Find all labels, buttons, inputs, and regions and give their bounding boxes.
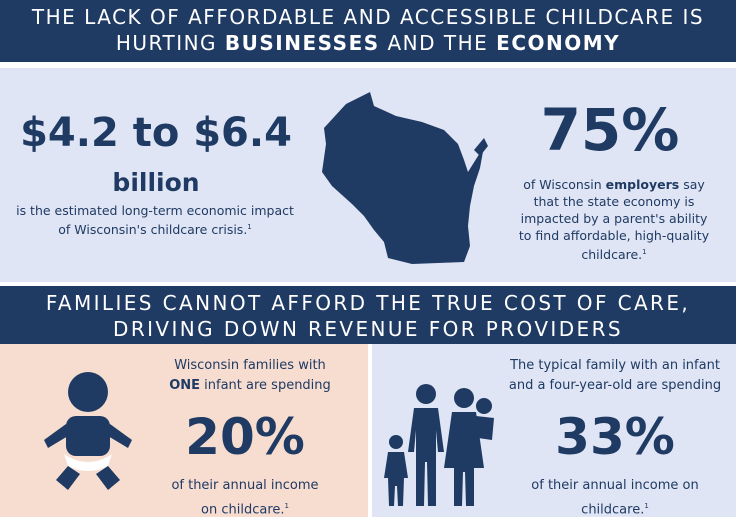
impact-value: $4.2 to $6.4 <box>20 110 292 156</box>
top-banner-bold-businesses: BUSINESSES <box>224 31 380 55</box>
employer-description: of Wisconsin employers say that the stat… <box>508 176 720 263</box>
employer-value: 75% <box>540 96 680 164</box>
impact-desc-text: of Wisconsin's childcare crisis. <box>58 222 248 238</box>
family-panel: The typical family with an infant and a … <box>372 344 736 517</box>
impact-desc-line2: of Wisconsin's childcare crisis.1 <box>0 219 310 238</box>
employer-bold: employers <box>605 177 680 192</box>
top-banner-text-a: HURTING <box>115 31 225 55</box>
middle-banner-line1: FAMILIES CANNOT AFFORD THE TRUE COST OF … <box>45 291 691 315</box>
infant-outro-line2: on childcare.1 <box>150 496 340 520</box>
footnote-marker: 1 <box>284 502 289 510</box>
impact-unit: billion <box>112 168 200 197</box>
family-icon <box>384 384 494 506</box>
employer-desc-line1: of Wisconsin employers say <box>508 176 720 193</box>
infant-intro: Wisconsin families with ONE infant are s… <box>150 356 350 396</box>
footnote-marker: 1 <box>247 223 252 231</box>
employer-desc-text: of Wisconsin <box>523 177 606 192</box>
top-banner-text-b: AND THE <box>379 31 497 55</box>
family-value: 33% <box>555 408 675 466</box>
infant-intro-text: infant are spending <box>200 378 331 393</box>
top-banner: THE LACK OF AFFORDABLE AND ACCESSIBLE CH… <box>0 0 736 62</box>
infant-intro-line2: ONE infant are spending <box>150 376 350 396</box>
family-outro-line1: of their annual income on <box>531 478 699 493</box>
employer-desc-line3: impacted by a parent's ability <box>520 211 708 226</box>
family-outro: of their annual income on childcare.1 <box>510 476 720 520</box>
employer-desc-line4: to find affordable, high-quality <box>518 228 710 243</box>
footnote-marker: 1 <box>644 502 649 510</box>
infant-intro-line1: Wisconsin families with <box>174 358 326 373</box>
employer-desc-text-5: childcare. <box>581 247 643 263</box>
economy-panel: $4.2 to $6.4 billion is the estimated lo… <box>0 62 736 286</box>
infant-panel: Wisconsin families with ONE infant are s… <box>0 344 368 517</box>
family-outro-line2: childcare.1 <box>510 496 720 520</box>
employer-desc-line5: childcare.1 <box>508 244 720 263</box>
infant-outro-line1: of their annual income <box>171 478 319 493</box>
top-banner-line2: HURTING BUSINESSES AND THE ECONOMY <box>0 30 736 56</box>
panel-border <box>0 62 736 286</box>
family-outro-text: childcare. <box>581 502 645 518</box>
middle-banner-line2: DRIVING DOWN REVENUE FOR PROVIDERS <box>113 317 623 341</box>
top-banner-bold-economy: ECONOMY <box>496 31 621 55</box>
family-intro: The typical family with an infant and a … <box>500 356 730 396</box>
panel-divider <box>368 344 372 517</box>
family-intro-line2: and a four-year-old are spending <box>508 378 722 393</box>
wisconsin-map-icon <box>322 92 488 264</box>
impact-description: is the estimated long-term economic impa… <box>0 202 310 238</box>
middle-banner: FAMILIES CANNOT AFFORD THE TRUE COST OF … <box>0 286 736 344</box>
infant-outro-text: on childcare. <box>201 502 285 518</box>
infant-outro: of their annual income on childcare.1 <box>150 476 340 520</box>
baby-icon <box>44 372 132 490</box>
infant-bold-one: ONE <box>169 378 201 393</box>
top-banner-line1: THE LACK OF AFFORDABLE AND ACCESSIBLE CH… <box>31 5 705 29</box>
employer-desc-line2: that the state economy is <box>533 194 695 209</box>
impact-desc-line1: is the estimated long-term economic impa… <box>16 203 294 218</box>
infant-value: 20% <box>185 408 305 466</box>
footnote-marker: 1 <box>642 248 647 256</box>
family-intro-line1: The typical family with an infant <box>510 358 720 373</box>
employer-desc-text-post: say <box>679 177 705 192</box>
